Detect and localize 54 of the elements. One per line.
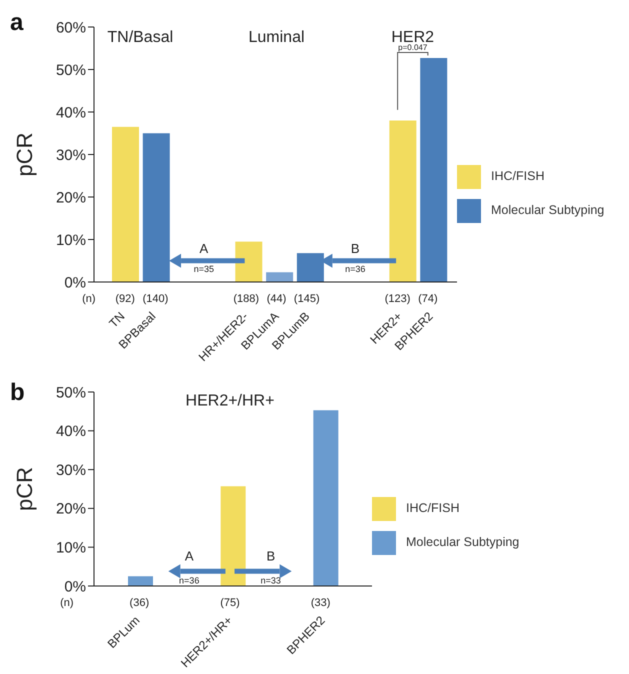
bar xyxy=(128,576,153,586)
y-tick-label: 20% xyxy=(56,500,86,518)
annotation: TN/Basal xyxy=(107,28,174,46)
y-tick-label: 60% xyxy=(56,19,86,36)
y-axis-title: pCR xyxy=(12,132,37,177)
annotation: n=35 xyxy=(194,264,214,274)
annotation: n=36 xyxy=(179,576,200,586)
annotation: n=36 xyxy=(345,264,366,274)
text: (44) xyxy=(266,293,286,305)
y-axis-title: pCR xyxy=(12,466,37,512)
y-tick-label: 40% xyxy=(56,423,86,440)
annotation: HER2+/HR+ xyxy=(186,392,274,410)
text: (123) xyxy=(384,293,410,305)
bar xyxy=(313,410,338,586)
y-tick-label: 0% xyxy=(64,578,86,596)
legend-label: IHC/FISH xyxy=(406,501,460,515)
bar xyxy=(220,486,246,586)
bar xyxy=(266,272,294,282)
bar xyxy=(112,126,139,282)
text: (33) xyxy=(310,597,330,609)
legend-label: IHC/FISH xyxy=(491,169,544,183)
annotation: n=33 xyxy=(260,576,281,586)
bar xyxy=(142,133,170,282)
y-tick-label: 20% xyxy=(56,189,86,206)
bar xyxy=(235,242,262,282)
text: (74) xyxy=(418,293,438,305)
text: (188) xyxy=(233,293,260,305)
y-tick-label: 30% xyxy=(56,462,86,479)
y-tick-label: 0% xyxy=(64,274,86,292)
annotation: p=0.047 xyxy=(398,42,428,52)
annotation: B xyxy=(350,241,360,256)
text: (75) xyxy=(220,597,240,609)
y-tick-label: 50% xyxy=(56,62,86,79)
annotation: Luminal xyxy=(248,28,305,46)
bar xyxy=(420,58,448,282)
y-tick-label: 50% xyxy=(56,384,86,402)
legend-label: Molecular Subtyping xyxy=(491,203,604,217)
chart-title: a xyxy=(10,9,24,36)
text: (36) xyxy=(130,597,150,609)
y-tick-label: 10% xyxy=(56,540,86,557)
y-tick-label: 10% xyxy=(56,232,86,249)
legend-label: Molecular Subtyping xyxy=(406,535,520,549)
y-tick-label: 30% xyxy=(56,146,86,164)
y-tick-label: 40% xyxy=(56,104,86,122)
annotation: A xyxy=(200,241,209,256)
text: (n) xyxy=(82,293,96,305)
annotation: A xyxy=(184,548,194,564)
text: (n) xyxy=(60,597,74,609)
text: (140) xyxy=(142,293,168,305)
text: (145) xyxy=(294,293,320,305)
annotation: B xyxy=(266,548,276,564)
chart-title: b xyxy=(10,379,25,406)
text: (92) xyxy=(115,293,135,305)
bar xyxy=(389,120,416,282)
